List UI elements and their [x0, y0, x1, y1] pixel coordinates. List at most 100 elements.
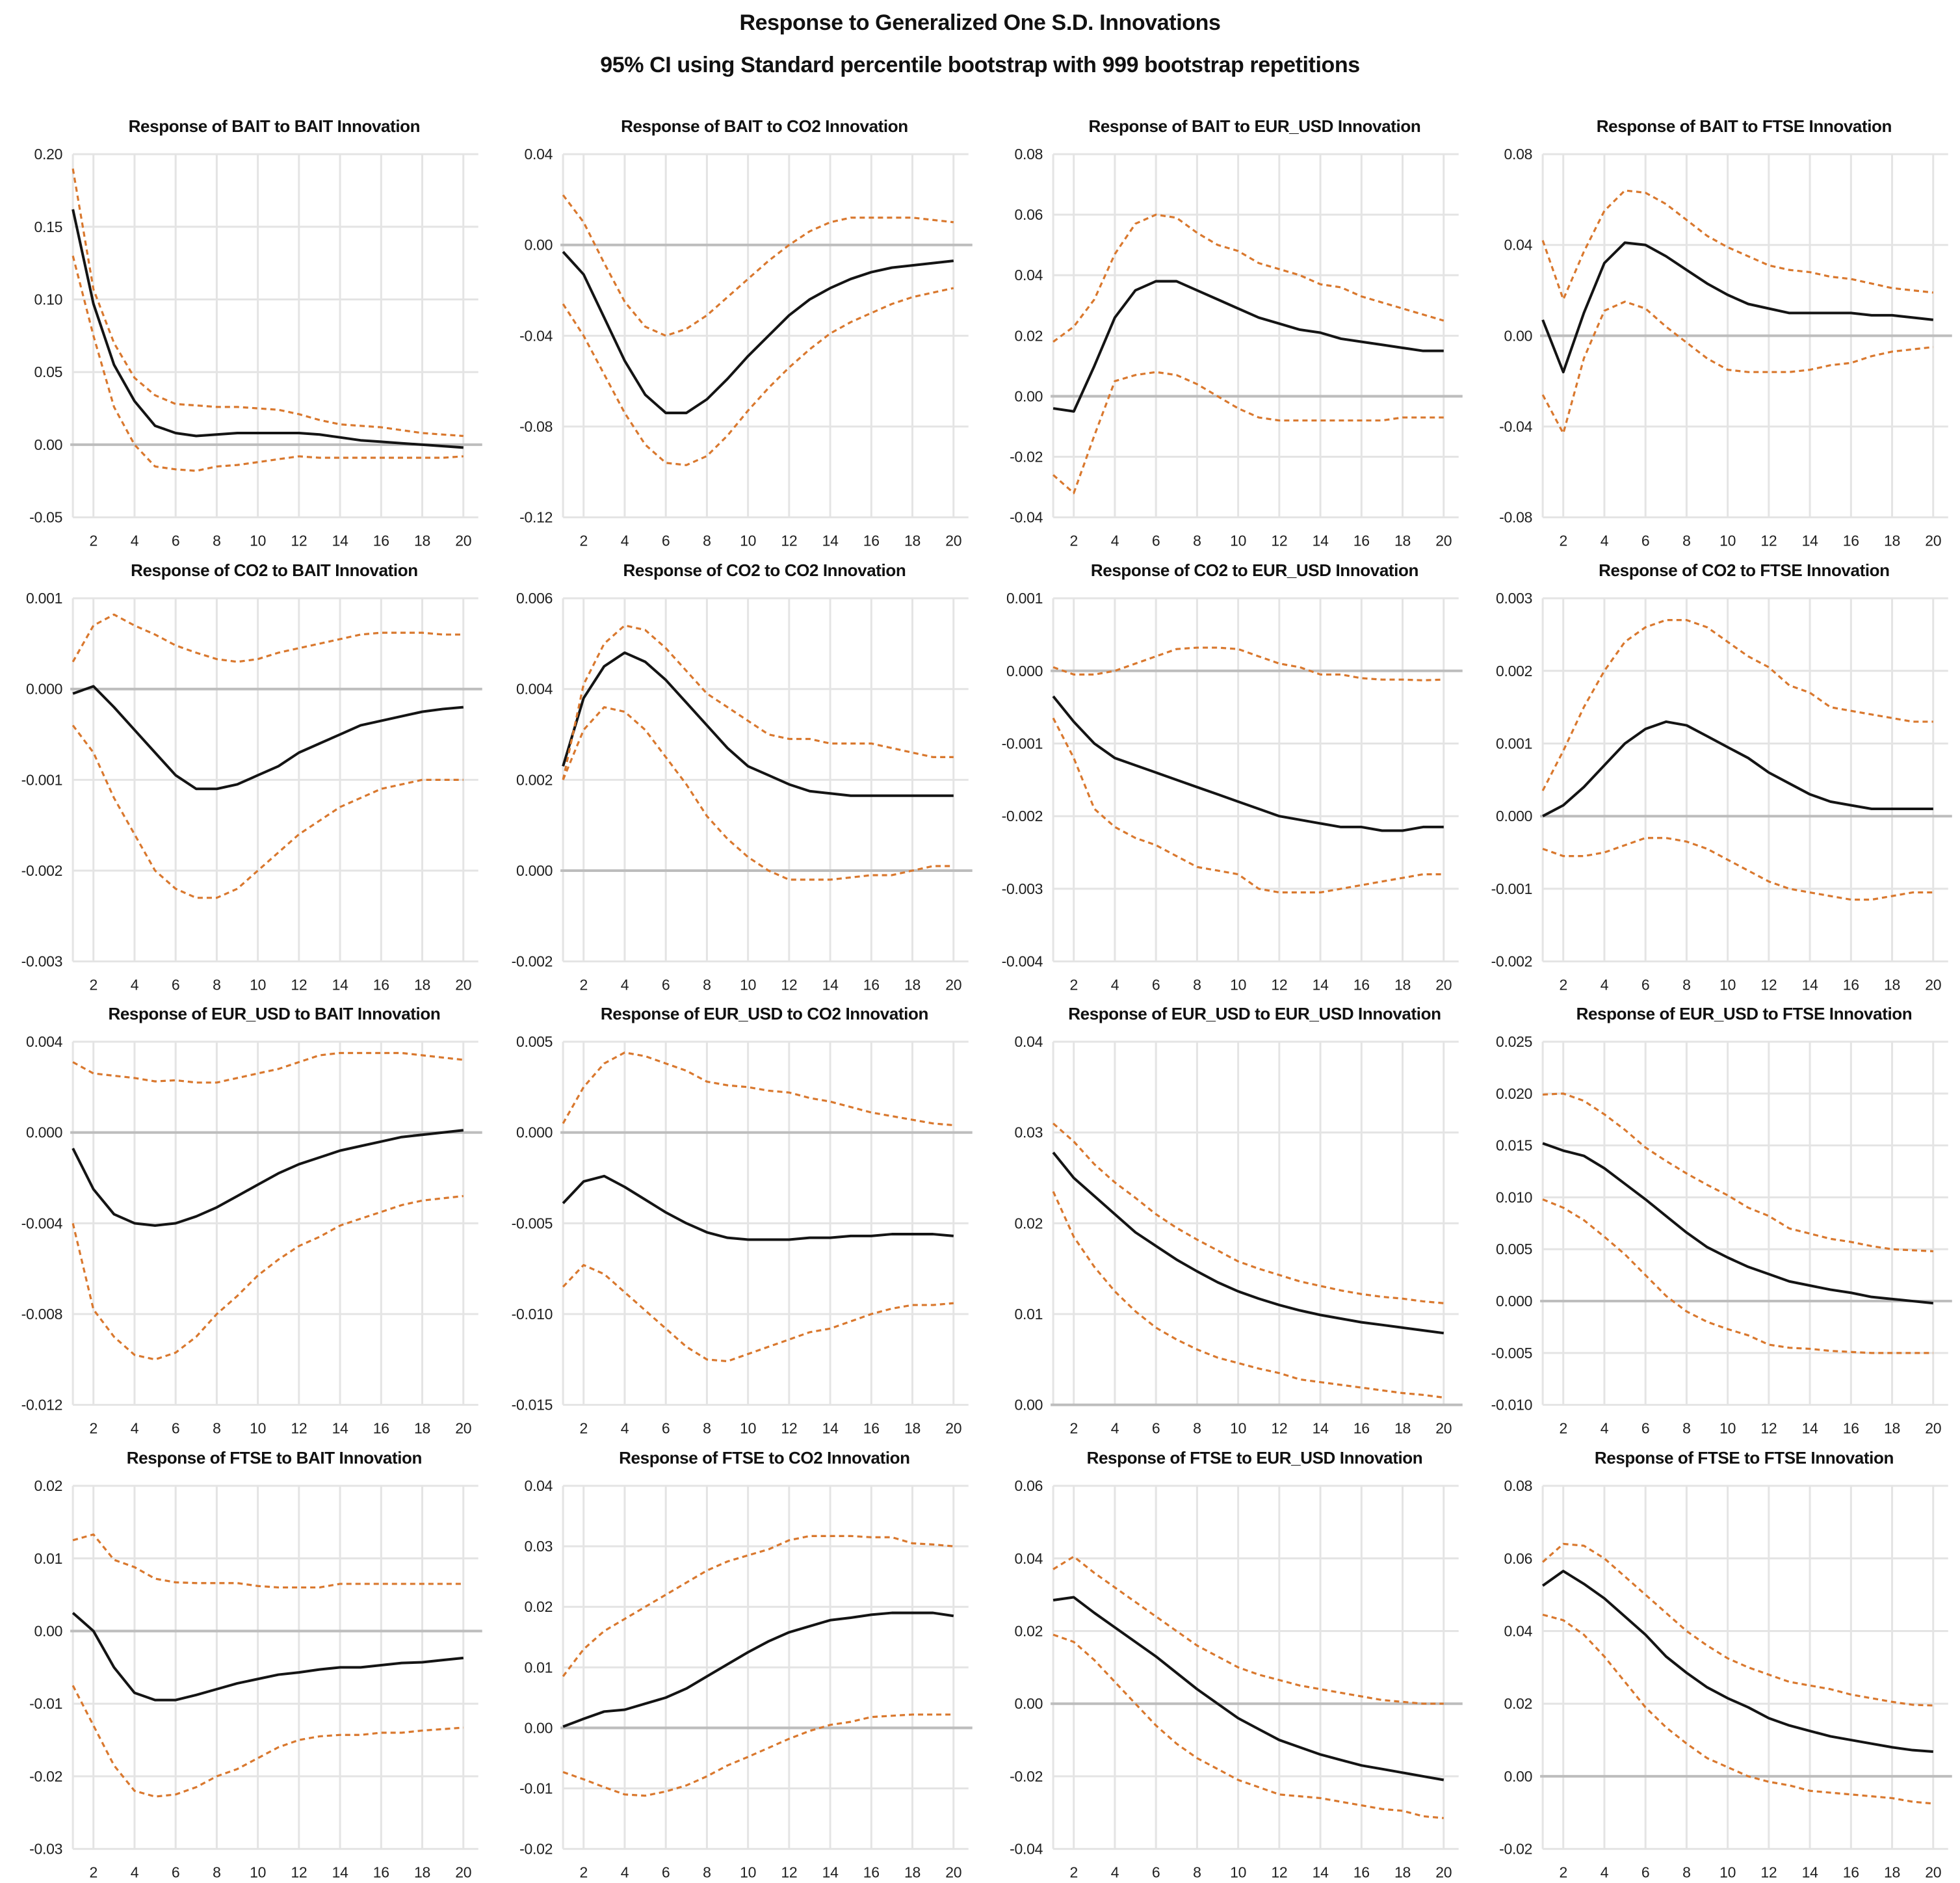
lower-ci-line — [562, 287, 954, 466]
x-tick-label: 20 — [945, 976, 961, 993]
response-line — [1542, 1570, 1934, 1753]
y-tick-label: -0.001 — [1491, 880, 1532, 897]
x-tick-label: 4 — [1110, 1864, 1119, 1881]
x-tick-label: 16 — [1843, 976, 1859, 993]
x-tick-label: 16 — [373, 976, 389, 993]
x-tick-label: 18 — [1884, 1420, 1900, 1437]
lower-ci-line — [1542, 836, 1934, 901]
x-tick-label: 12 — [291, 533, 307, 549]
x-tick-label: 10 — [1719, 1864, 1736, 1881]
x-tick-label: 8 — [213, 1420, 221, 1437]
irf-chart-12: Response of FTSE to BAIT Innovation 0.02 0… — [0, 1439, 490, 1883]
x-tick-label: 20 — [455, 976, 471, 993]
irf-chart-0: Response of BAIT to BAIT Innovation 0.20 0… — [0, 107, 490, 551]
upper-ci-line — [1052, 213, 1444, 343]
y-tick-label: 0.01 — [524, 1659, 553, 1676]
x-tick-label: 2 — [1069, 976, 1078, 993]
x-tick-label: 18 — [1394, 533, 1411, 549]
x-tick-label: 20 — [455, 1420, 471, 1437]
x-tick-label: 16 — [373, 533, 389, 549]
y-tick-label: 0.004 — [26, 1033, 63, 1050]
chart-title: Response of BAIT to BAIT Innovation — [129, 116, 420, 136]
x-tick-label: 2 — [1069, 1864, 1078, 1881]
y-tick-label: -0.010 — [1491, 1397, 1532, 1414]
y-tick-label: -0.001 — [1001, 735, 1042, 752]
lower-ci-line — [1542, 1198, 1934, 1354]
y-tick-label: 0.00 — [524, 237, 553, 254]
x-tick-label: 4 — [1601, 533, 1609, 549]
irf-chart-9: Response of EUR_USD to CO2 Innovation 0.0… — [490, 995, 980, 1439]
x-tick-label: 12 — [1271, 1864, 1287, 1881]
upper-ci-line — [1543, 1092, 1934, 1253]
lower-ci-line — [72, 1685, 464, 1798]
report-header: Response to Generalized One S.D. Innovat… — [0, 0, 1960, 78]
x-tick-label: 6 — [662, 533, 670, 549]
irf-chart-13: Response of FTSE to CO2 Innovation 0.04 0.… — [490, 1439, 980, 1883]
x-tick-label: 6 — [172, 533, 180, 549]
y-tick-label: -0.01 — [519, 1780, 553, 1797]
x-tick-label: 4 — [131, 1864, 139, 1881]
x-tick-label: 10 — [250, 1420, 266, 1437]
y-tick-label: 0.025 — [1496, 1033, 1532, 1050]
x-tick-label: 4 — [620, 1864, 629, 1881]
x-tick-label: 8 — [213, 1864, 221, 1881]
x-tick-label: 16 — [373, 1864, 389, 1881]
lower-ci-line — [562, 1264, 954, 1363]
y-tick-label: -0.002 — [511, 953, 552, 969]
y-tick-label: -0.08 — [1499, 509, 1532, 526]
response-line — [1541, 241, 1934, 374]
y-tick-label: 0.00 — [1014, 388, 1043, 404]
x-tick-label: 14 — [332, 976, 349, 993]
chart-canvas: Response of BAIT to EUR_USD Innovation 0.… — [1010, 116, 1463, 549]
y-tick-label: 0.001 — [1006, 590, 1042, 607]
lower-ci-line — [1542, 1613, 1934, 1805]
y-tick-label: 0.05 — [34, 363, 62, 380]
x-tick-label: 18 — [414, 1864, 430, 1881]
chart-canvas: Response of CO2 to FTSE Innovation 0.003 0… — [1491, 560, 1952, 993]
y-tick-label: -0.01 — [29, 1695, 62, 1712]
y-tick-label: -0.015 — [511, 1397, 552, 1414]
x-tick-label: 20 — [945, 533, 961, 549]
y-tick-label: 0.000 — [516, 862, 553, 879]
x-tick-label: 14 — [1802, 533, 1819, 549]
lower-ci-line — [72, 724, 464, 899]
x-tick-label: 6 — [1151, 1420, 1160, 1437]
y-tick-label: 0.005 — [1496, 1241, 1532, 1258]
x-tick-label: 10 — [1230, 976, 1246, 993]
irf-chart-4: Response of CO2 to BAIT Innovation 0.001 0… — [0, 551, 490, 995]
y-tick-label: 0.001 — [26, 590, 62, 607]
x-tick-label: 16 — [863, 533, 880, 549]
y-tick-label: -0.003 — [21, 953, 62, 969]
upper-ci-line — [562, 1534, 954, 1678]
x-tick-label: 10 — [1230, 533, 1246, 549]
y-tick-label: 0.000 — [1006, 662, 1042, 679]
x-tick-label: 2 — [579, 533, 588, 549]
chart-title: Response of EUR_USD to FTSE Innovation — [1576, 1004, 1913, 1023]
x-tick-label: 2 — [89, 533, 98, 549]
x-tick-label: 18 — [414, 1420, 430, 1437]
y-tick-label: 0.00 — [34, 1623, 62, 1640]
x-tick-label: 2 — [579, 976, 588, 993]
x-tick-label: 4 — [1601, 976, 1609, 993]
x-tick-label: 10 — [1719, 533, 1736, 549]
y-tick-label: -0.04 — [1010, 509, 1043, 526]
x-tick-label: 16 — [863, 976, 880, 993]
y-tick-label: -0.08 — [519, 418, 553, 435]
y-tick-label: 0.00 — [1014, 1397, 1043, 1414]
irf-chart-7: Response of CO2 to FTSE Innovation 0.003 0… — [1470, 551, 1960, 995]
y-tick-label: 0.01 — [34, 1550, 62, 1567]
y-tick-label: 0.000 — [1496, 1293, 1532, 1310]
x-tick-label: 4 — [1601, 1864, 1609, 1881]
x-tick-label: 14 — [822, 1420, 839, 1437]
x-tick-label: 12 — [781, 1420, 797, 1437]
irf-chart-10: Response of EUR_USD to EUR_USD Innovatio… — [980, 995, 1470, 1439]
y-tick-label: 0.06 — [1014, 1477, 1043, 1494]
x-tick-label: 4 — [1110, 976, 1119, 993]
y-tick-label: 0.03 — [1014, 1124, 1043, 1141]
x-tick-label: 4 — [1110, 533, 1119, 549]
y-tick-label: 0.02 — [1014, 327, 1043, 344]
x-tick-label: 10 — [740, 976, 756, 993]
y-tick-label: -0.002 — [21, 862, 62, 879]
y-tick-label: -0.04 — [1010, 1841, 1043, 1858]
y-tick-label: 0.00 — [1014, 1695, 1043, 1712]
